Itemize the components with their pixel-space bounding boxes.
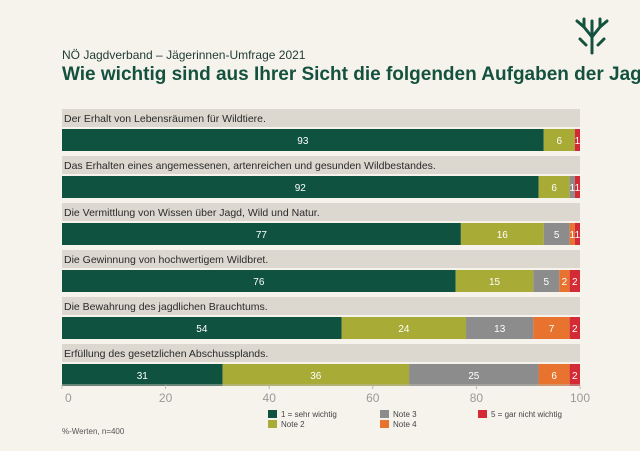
bar-value-label: 1 xyxy=(569,230,575,241)
bar-segment xyxy=(569,223,575,245)
category-label: Das Erhalten eines angemessenen, artenre… xyxy=(64,160,436,172)
bar-value-label: 2 xyxy=(572,371,578,382)
category-band xyxy=(62,109,580,127)
bar-segment xyxy=(62,176,539,198)
bar-value-label: 36 xyxy=(310,371,322,382)
bar-segment xyxy=(460,223,544,245)
bar-segment xyxy=(569,176,575,198)
x-tick-label: 80 xyxy=(470,391,484,405)
bar-segment xyxy=(533,270,560,292)
bar-value-label: 6 xyxy=(551,371,557,382)
category-label: Die Bewahrung des jagdlichen Brauchtums. xyxy=(64,301,268,313)
legend-label: Note 3 xyxy=(393,410,417,419)
bar-segment xyxy=(574,223,580,245)
category-label: Die Gewinnung von hochwertigem Wildbret. xyxy=(64,254,268,266)
bar-value-label: 31 xyxy=(137,371,149,382)
bar-value-label: 24 xyxy=(398,324,410,335)
bar-segment xyxy=(62,364,223,386)
bar-value-label: 25 xyxy=(468,371,480,382)
bar-value-label: 1 xyxy=(575,230,581,241)
bar-segment xyxy=(569,270,580,292)
bar-value-label: 15 xyxy=(489,277,501,288)
legend-swatch xyxy=(380,420,389,428)
bar-segment xyxy=(569,364,580,386)
bar-value-label: 1 xyxy=(569,183,575,194)
bar-segment xyxy=(466,317,534,339)
bar-value-label: 2 xyxy=(572,277,578,288)
bar-value-label: 2 xyxy=(562,277,568,288)
bar-value-label: 54 xyxy=(196,324,208,335)
category-band xyxy=(62,297,580,315)
bar-segment xyxy=(62,129,544,151)
category-band xyxy=(62,203,580,221)
bar-value-label: 16 xyxy=(497,230,509,241)
category-label: Die Vermittlung von Wissen über Jagd, Wi… xyxy=(64,207,320,219)
bar-value-label: 77 xyxy=(256,230,268,241)
x-tick-label: 0 xyxy=(65,391,72,405)
bar-segment xyxy=(559,270,570,292)
bar-value-label: 5 xyxy=(544,277,550,288)
bar-value-label: 2 xyxy=(572,324,578,335)
bar-value-label: 1 xyxy=(575,136,581,147)
x-tick-label: 40 xyxy=(263,391,277,405)
bar-value-label: 93 xyxy=(297,136,309,147)
legend-label: 5 = gar nicht wichtig xyxy=(491,410,562,419)
category-band xyxy=(62,156,580,174)
bar-value-label: 1 xyxy=(575,183,581,194)
legend-label: 1 = sehr wichtig xyxy=(281,410,337,419)
bar-segment xyxy=(62,223,461,245)
bar-value-label: 13 xyxy=(494,324,506,335)
bar-segment xyxy=(543,129,575,151)
bar-segment xyxy=(409,364,539,386)
bar-segment xyxy=(222,364,410,386)
bar-value-label: 6 xyxy=(556,136,562,147)
category-band xyxy=(62,250,580,268)
legend-swatch xyxy=(380,410,389,418)
x-tick-label: 100 xyxy=(570,391,590,405)
legend-swatch xyxy=(268,420,277,428)
bar-segment xyxy=(62,317,342,339)
bar-segment xyxy=(574,176,580,198)
category-label: Der Erhalt von Lebensräumen für Wildtier… xyxy=(64,113,266,125)
legend-swatch xyxy=(268,410,277,418)
bar-value-label: 5 xyxy=(554,230,560,241)
legend-swatch xyxy=(478,410,487,418)
chart-title: Wie wichtig sind aus Ihrer Sicht die fol… xyxy=(62,64,640,85)
category-label: Erfüllung des gesetzlichen Abschusspland… xyxy=(64,348,268,360)
bar-segment xyxy=(455,270,534,292)
bar-segment xyxy=(341,317,467,339)
bar-segment xyxy=(543,223,570,245)
bar-segment xyxy=(574,129,580,151)
x-tick-label: 20 xyxy=(159,391,173,405)
bar-segment xyxy=(62,270,456,292)
bar-value-label: 92 xyxy=(295,183,307,194)
x-tick-label: 60 xyxy=(366,391,380,405)
bar-value-label: 6 xyxy=(551,183,557,194)
footnote: %-Werten, n=400 xyxy=(62,427,125,436)
bar-segment xyxy=(569,317,580,339)
legend-label: Note 4 xyxy=(393,420,417,429)
category-band xyxy=(62,344,580,362)
bar-value-label: 76 xyxy=(253,277,265,288)
antler-logo-icon xyxy=(575,17,609,55)
chart-subtitle: NÖ Jagdverband – Jägerinnen-Umfrage 2021 xyxy=(62,48,306,62)
legend-label: Note 2 xyxy=(281,420,305,429)
bar-segment xyxy=(533,317,570,339)
bar-segment xyxy=(538,364,570,386)
bar-value-label: 7 xyxy=(549,324,555,335)
bar-segment xyxy=(538,176,570,198)
